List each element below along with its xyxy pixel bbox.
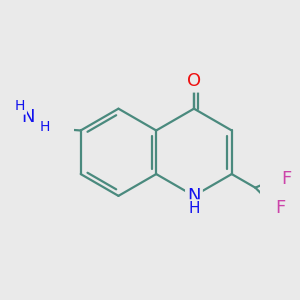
Text: N: N (187, 187, 201, 205)
Text: F: F (282, 169, 292, 188)
Text: H: H (15, 99, 25, 113)
Text: N: N (21, 108, 34, 126)
Text: H: H (188, 201, 200, 216)
Text: H: H (40, 120, 50, 134)
Text: O: O (187, 72, 201, 90)
Text: F: F (275, 199, 286, 217)
